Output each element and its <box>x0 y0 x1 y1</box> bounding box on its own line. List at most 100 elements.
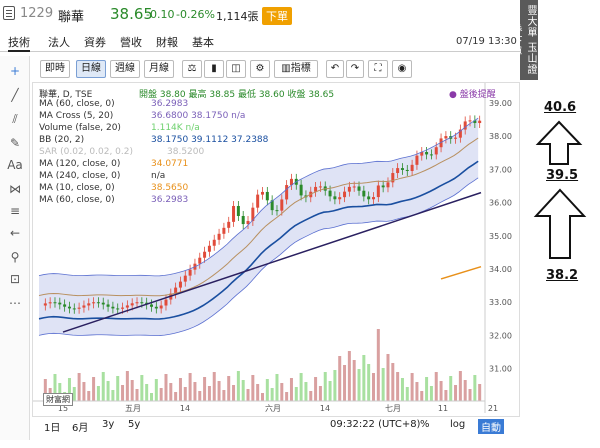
legend-row: MA (240, close, 0) n/a <box>39 171 166 181</box>
text-icon[interactable]: Aa <box>7 158 23 172</box>
legend-row: SAR (0.02, 0.02, 0.2) 38.5200 <box>39 147 205 157</box>
zoom-icon[interactable]: ⚲ <box>10 250 20 264</box>
volume-bar <box>318 386 322 401</box>
volume-bar <box>203 377 207 401</box>
settings-icon[interactable]: ⚙ <box>250 60 270 78</box>
x-tick-label: 11 <box>438 404 448 413</box>
price-chart[interactable]: 39.00 38.00 37.00 36.00 35.00 34.00 33.00 32.00… <box>33 83 519 413</box>
tab-margin[interactable]: 資券 <box>84 36 106 49</box>
candle-body <box>444 136 448 139</box>
brush-icon[interactable]: ✎ <box>9 136 21 150</box>
quote-header: 1229 聯華 38.65 -0.10 -0.26% 1,114張 下單 <box>0 0 520 30</box>
pattern-icon[interactable]: ⋈ <box>9 182 21 196</box>
volume-bar <box>280 383 284 401</box>
candle-body <box>458 129 462 138</box>
chart-area[interactable]: 39.00 38.00 37.00 36.00 35.00 34.00 33.00 32.00… <box>32 82 520 432</box>
volume-bar <box>444 390 448 401</box>
volume-bar <box>454 385 458 401</box>
candle-body <box>92 302 96 304</box>
volume-bar <box>352 360 356 401</box>
undo-icon[interactable]: ↶ <box>326 60 344 78</box>
tab-institutional[interactable]: 法人 <box>48 36 70 49</box>
fib-icon[interactable]: ≡ <box>9 204 21 218</box>
range-1d[interactable]: 1日 <box>44 423 61 434</box>
candle-body <box>140 302 144 304</box>
candle-type-icon[interactable]: ▮ <box>204 60 224 78</box>
volume-bar <box>58 383 62 401</box>
volume-bar <box>294 387 298 401</box>
intraday-button[interactable]: 即時 <box>40 60 70 78</box>
ruler-icon[interactable]: ⊡ <box>9 272 21 286</box>
daily-button[interactable]: 日線 <box>76 60 106 78</box>
volume-bar <box>150 393 153 401</box>
candle-body <box>116 308 120 310</box>
fork-icon[interactable]: ⫽ <box>12 112 18 126</box>
volume-bar <box>43 379 47 401</box>
y-tick-label: 38.00 <box>489 132 512 141</box>
candle-body <box>357 186 361 191</box>
side-order-tab[interactable]: 豐大單 玉山證券下單 <box>510 0 538 80</box>
candle-body <box>183 275 187 282</box>
volume-bar <box>372 373 375 401</box>
more-icon[interactable]: ⋯ <box>9 296 21 310</box>
back-arrow-icon[interactable]: ← <box>9 226 21 240</box>
candle-body <box>352 186 356 188</box>
volume-bar <box>130 380 134 401</box>
volume-bar <box>183 387 187 401</box>
candle-body <box>347 186 351 192</box>
compare-icon[interactable]: ⚖ <box>182 60 202 78</box>
y-tick-label: 34.00 <box>489 265 512 274</box>
legend-row: Volume (false, 20) 1.114K n/a <box>39 123 200 133</box>
fullscreen-icon[interactable]: ⛶ <box>368 60 388 78</box>
trendline-icon[interactable]: ╱ <box>11 88 19 102</box>
x-tick-label: 15 <box>58 404 68 413</box>
indicator-button[interactable]: ▥指標 <box>274 60 318 78</box>
legend-row: BB (20, 2) 38.1750 39.1112 37.2388 <box>39 135 269 145</box>
weekly-button[interactable]: 週線 <box>110 60 140 78</box>
candle-body <box>473 120 477 124</box>
candle-body <box>130 303 134 306</box>
volume-bar <box>270 388 274 401</box>
tab-revenue[interactable]: 營收 <box>120 36 142 49</box>
candle-body <box>72 308 76 310</box>
auto-toggle[interactable]: 自動 <box>478 419 504 434</box>
volume-bar <box>92 377 96 401</box>
monthly-button[interactable]: 月線 <box>144 60 174 78</box>
candle-body <box>203 251 207 258</box>
volume-bar <box>314 377 318 401</box>
percent-toggle[interactable]: % <box>420 419 430 430</box>
x-tick-label: 七月 <box>385 404 401 413</box>
candle-body <box>415 155 419 165</box>
menu-icon[interactable] <box>3 6 15 20</box>
candle-body <box>468 120 472 122</box>
candle-body <box>251 207 255 221</box>
candle-body <box>420 152 424 156</box>
volume-bar <box>289 378 293 401</box>
candle-body <box>232 205 236 222</box>
camera-icon[interactable]: ◉ <box>392 60 412 78</box>
candle-body <box>241 215 245 225</box>
volume-bar <box>246 389 250 401</box>
crosshair-icon[interactable]: + <box>9 64 21 78</box>
tab-basic[interactable]: 基本 <box>192 36 214 49</box>
volume-bar <box>410 373 414 401</box>
price-change: -0.10 <box>146 8 175 21</box>
volume-bar <box>67 378 71 401</box>
bar-type-icon[interactable]: ◫ <box>226 60 246 78</box>
range-5y[interactable]: 5y <box>128 419 141 430</box>
order-button[interactable]: 下單 <box>262 7 292 25</box>
x-tick-label: 14 <box>320 404 330 413</box>
redo-icon[interactable]: ↷ <box>346 60 364 78</box>
tab-technical[interactable]: 技術 <box>8 34 30 52</box>
volume-bar <box>145 384 149 401</box>
tab-financials[interactable]: 財報 <box>156 36 178 49</box>
range-6m[interactable]: 6月 <box>72 423 89 434</box>
log-toggle[interactable]: log <box>450 419 466 430</box>
volume-bar <box>101 372 105 401</box>
volume-bar <box>429 386 433 401</box>
volume-bar <box>154 379 158 401</box>
volume-bar <box>275 374 279 401</box>
reminder-link[interactable]: ● 盤後提醒 <box>449 90 496 100</box>
range-3y[interactable]: 3y <box>102 419 115 430</box>
volume-bar <box>376 329 380 401</box>
